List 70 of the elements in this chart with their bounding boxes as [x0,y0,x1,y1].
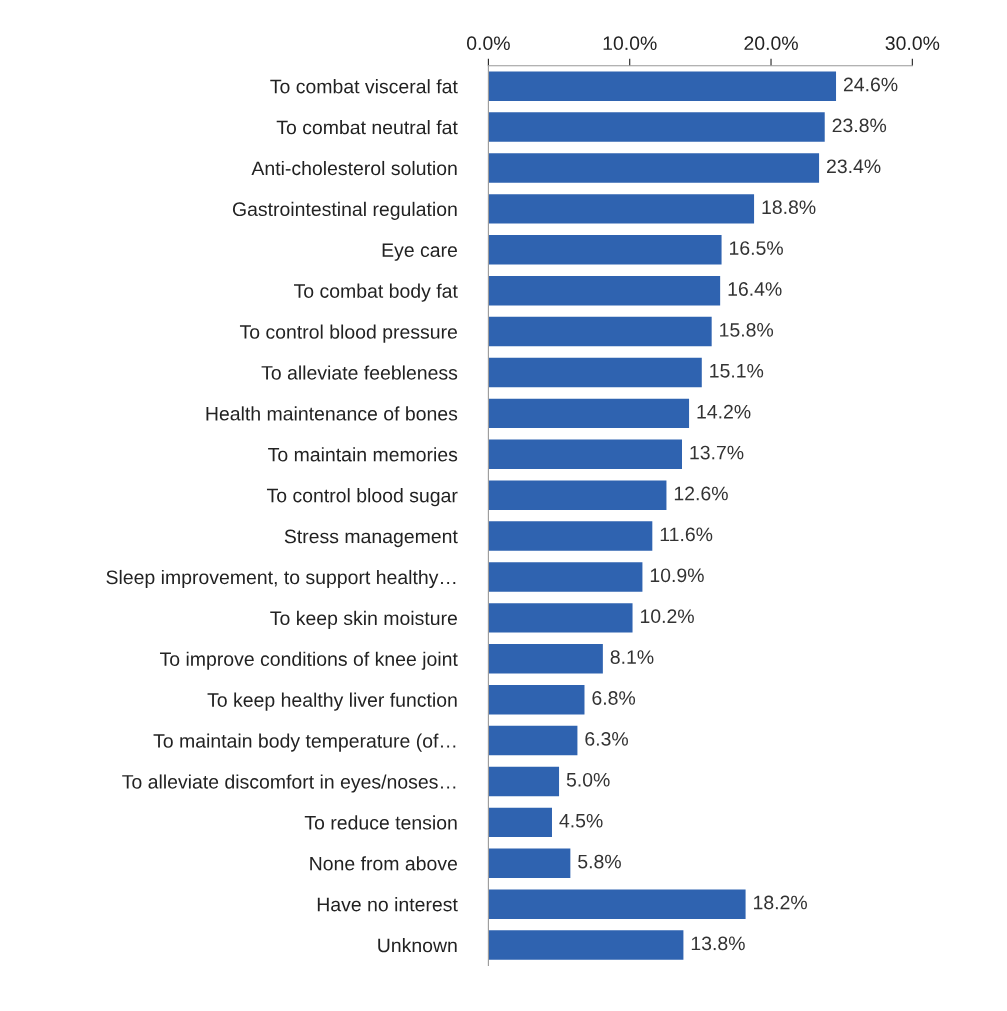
data-label: 4.5% [559,813,603,828]
bar [488,725,578,756]
data-label: 14.2% [697,404,751,419]
x-tick-label: 10.0% [603,36,657,51]
data-label: 13.7% [690,445,744,460]
bar [488,71,837,101]
data-label: 10.2% [640,609,694,624]
bar [488,889,746,919]
data-label: 12.6% [674,486,728,501]
bar [488,357,702,388]
bar [488,807,552,838]
y-tick-label: To maintain memories [268,447,458,462]
data-label: 6.8% [592,691,636,705]
y-tick-label: To alleviate discomfort in eyes/noses… [122,774,456,793]
bar [488,562,643,592]
y-tick-label: Have no interest [317,897,458,912]
data-label: 24.6% [843,77,898,92]
data-label: 15.8% [720,323,774,337]
bar [488,235,722,265]
bar [488,275,721,306]
data-label: 8.1% [610,650,654,664]
y-tick-label: Eye care [382,243,457,261]
y-tick-label: Stress management [284,529,458,548]
data-label: 16.4% [728,282,782,296]
bar [488,848,571,878]
y-tick-label: To combat visceral fat [270,79,458,94]
data-label: 23.8% [832,118,887,133]
y-tick-label: To combat body fat [294,283,458,302]
y-tick-label: To alleviate feebleness [261,365,458,380]
y-tick-label: Gastrointestinal regulation [232,201,457,220]
bar [488,153,820,183]
y-tick-label: To keep skin moisture [270,610,457,629]
data-label: 11.6% [660,527,713,542]
x-tick-label: 0.0% [467,36,510,51]
data-label: 23.4% [827,159,881,174]
bar [488,930,684,960]
bar [488,603,633,633]
bar [488,644,603,674]
data-label: 18.8% [762,200,816,215]
y-tick-label: To combat neutral fat [276,120,458,135]
y-tick-label: To reduce tension [304,815,457,830]
y-tick-label: To control blood sugar [266,488,458,507]
y-tick-label: To control blood pressure [239,324,457,343]
y-tick-label: Health maintenance of bones [206,406,458,421]
x-tick-label: 20.0% [744,36,798,51]
bar [488,316,712,347]
data-label: 5.8% [578,854,621,869]
data-label: 5.0% [566,772,610,787]
bar [488,194,755,224]
bar [488,480,667,510]
y-tick-label: Unknown [378,938,457,953]
data-label: 10.9% [650,568,704,583]
bar [488,439,682,469]
y-tick-label: To improve conditions of knee joint [159,651,458,670]
data-label: 13.8% [691,936,745,951]
data-label: 16.5% [729,241,783,255]
bar [488,521,653,551]
bar [488,398,690,429]
bar [488,112,825,142]
x-tick-label: 30.0% [885,36,940,51]
y-tick-label: None from above [310,856,457,871]
y-tick-label: To maintain body temperature (of… [153,733,456,752]
data-label: 15.1% [710,364,764,378]
y-tick-label: Sleep improvement, to support healthy… [106,569,456,589]
data-label: 18.2% [754,895,807,910]
y-tick-label: To keep healthy liver function [207,692,457,711]
bar [488,766,560,797]
data-label: 6.3% [585,732,628,746]
bar [488,684,585,715]
y-tick-label: Anti-cholesterol solution [251,160,457,176]
